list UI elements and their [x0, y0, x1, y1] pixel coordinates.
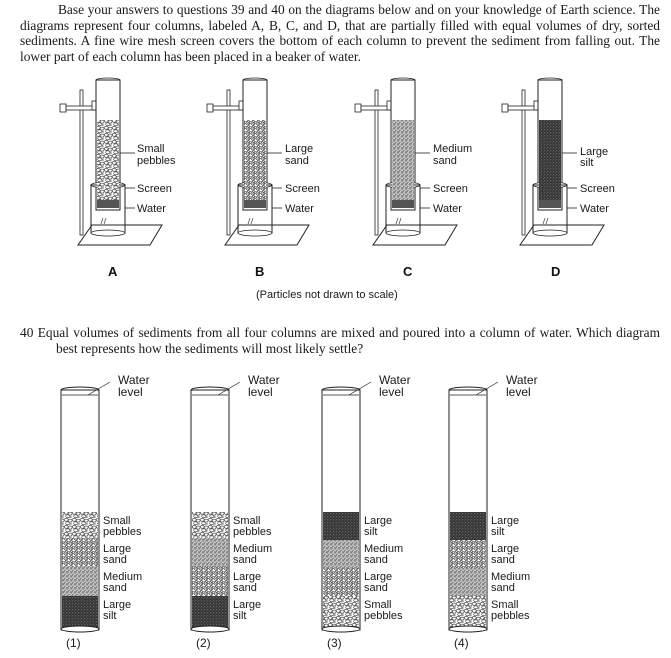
question-number: 40 [20, 325, 34, 340]
column-letter-c: C [403, 264, 413, 279]
svg-text:Water: Water [248, 373, 280, 387]
option-2-label: (2) [196, 636, 211, 650]
svg-text:Small: Small [103, 515, 131, 527]
svg-text:level: level [379, 385, 404, 399]
labels-b: Large sand Screen Water B [255, 143, 320, 279]
svg-text:silt: silt [103, 610, 116, 622]
sediment-label-c-1: Medium [433, 143, 472, 155]
svg-text:pebbles: pebbles [233, 526, 272, 538]
opt1-water-1: Water [118, 373, 150, 387]
svg-text:pebbles: pebbles [364, 610, 403, 622]
svg-text:Large: Large [103, 599, 131, 611]
opt1-water-2: level [118, 385, 143, 399]
svg-text:level: level [248, 385, 273, 399]
svg-text:Small: Small [233, 515, 261, 527]
svg-text:sand: sand [103, 554, 127, 566]
option-2-diagram: Water level Small pebbles Medium sand La… [190, 373, 280, 650]
question-40: 40 Equal volumes of sediments from all f… [20, 325, 660, 356]
water-label-c: Water [433, 203, 462, 215]
water-label-d: Water [580, 203, 609, 215]
svg-text:Small: Small [364, 599, 392, 611]
labels-a: Small pebbles Screen Water A [108, 143, 176, 279]
svg-text:sand: sand [491, 582, 515, 594]
sediment-label-b-2: sand [285, 155, 309, 167]
svg-text:pebbles: pebbles [103, 526, 142, 538]
water-label-b: Water [285, 203, 314, 215]
column-letter-a: A [108, 264, 118, 279]
svg-text:Large: Large [103, 543, 131, 555]
svg-text:Medium: Medium [364, 543, 403, 555]
svg-text:sand: sand [233, 554, 257, 566]
scale-note: (Particles not drawn to scale) [256, 289, 398, 301]
svg-text:Large: Large [491, 515, 519, 527]
svg-text:Medium: Medium [103, 571, 142, 583]
option-3-label: (3) [327, 636, 342, 650]
sediment-label-d-1: Large [580, 146, 608, 158]
svg-text:sand: sand [364, 554, 388, 566]
sediment-label-a-2: pebbles [137, 155, 176, 167]
question-text: Equal volumes of sediments from all four… [37, 325, 660, 356]
screen-label-c: Screen [433, 183, 468, 195]
svg-text:Small: Small [491, 599, 519, 611]
svg-text:sand: sand [364, 582, 388, 594]
svg-text:Large: Large [364, 515, 392, 527]
option-4-label: (4) [454, 636, 469, 650]
option-1-diagram: Water level Small pebbles Large sand Med… [60, 373, 150, 650]
labels-d: Large silt Screen Water D [551, 146, 615, 279]
svg-text:Large: Large [364, 571, 392, 583]
sediment-label-c-2: sand [433, 155, 457, 167]
svg-text:Large: Large [233, 571, 261, 583]
sediment-label-b-1: Large [285, 143, 313, 155]
svg-text:level: level [506, 385, 531, 399]
sediment-label-d-2: silt [580, 157, 593, 169]
svg-text:Water: Water [506, 373, 538, 387]
screen-label-b: Screen [285, 183, 320, 195]
svg-text:Medium: Medium [491, 571, 530, 583]
svg-text:sand: sand [103, 582, 127, 594]
svg-text:silt: silt [364, 526, 377, 538]
svg-text:silt: silt [233, 610, 246, 622]
svg-text:pebbles: pebbles [491, 610, 530, 622]
option-3-diagram: Water level Large silt Medium sand Large… [321, 373, 411, 650]
svg-text:Large: Large [491, 543, 519, 555]
svg-text:silt: silt [491, 526, 504, 538]
column-letter-d: D [551, 264, 560, 279]
svg-text:sand: sand [233, 582, 257, 594]
option-1-label: (1) [66, 636, 81, 650]
column-apparatus-d [501, 77, 605, 246]
svg-text:Medium: Medium [233, 543, 272, 555]
screen-label-a: Screen [137, 183, 172, 195]
screen-label-d: Screen [580, 183, 615, 195]
svg-text:Large: Large [233, 599, 261, 611]
column-apparatus-b [206, 77, 310, 246]
svg-text:Water: Water [379, 373, 411, 387]
sediment-label-a-1: Small [137, 143, 165, 155]
water-label-a: Water [137, 203, 166, 215]
labels-c: Medium sand Screen Water C [403, 143, 472, 279]
intro-paragraph: Base your answers to questions 39 and 40… [20, 2, 660, 64]
svg-text:sand: sand [491, 554, 515, 566]
column-letter-b: B [255, 264, 264, 279]
option-4-diagram: Water level Large silt Large sand Medium… [448, 373, 538, 650]
column-apparatus-a [59, 77, 163, 246]
column-apparatus-c [354, 77, 458, 246]
